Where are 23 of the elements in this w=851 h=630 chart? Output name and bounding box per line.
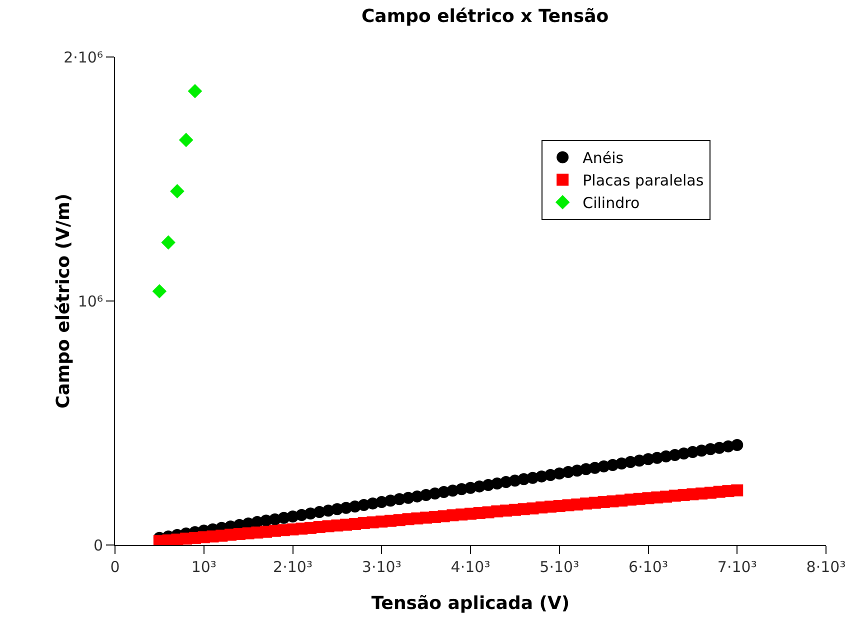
x-tick-label: 4·10³	[450, 558, 490, 576]
legend-label: Anéis	[582, 149, 624, 168]
chart-title: Campo elétrico x Tensão	[361, 6, 609, 28]
point	[170, 184, 184, 198]
legend-label: Placas paralelas	[582, 172, 704, 190]
y-tick-label: 0	[93, 536, 103, 554]
y-tick-label: 10⁶	[78, 292, 103, 310]
point	[188, 84, 202, 98]
x-tick-label: 0	[110, 558, 120, 576]
x-tick-label: 7·10³	[717, 558, 757, 576]
y-tick-label: 2·10⁶	[64, 48, 103, 66]
legend-label: Cilindro	[582, 194, 640, 212]
x-tick-label: 2·10³	[273, 558, 312, 576]
x-tick-label: 3·10³	[362, 558, 402, 576]
y-axis-title: Campo elétrico (V/m)	[53, 194, 74, 408]
x-tick-label: 8·10³	[806, 558, 846, 576]
point	[178, 132, 194, 148]
point	[161, 235, 176, 250]
x-axis-title: Tensão aplicada (V)	[371, 593, 570, 614]
point	[152, 284, 167, 298]
x-tick-label: 10³	[191, 558, 216, 576]
x-tick-label: 6·10³	[628, 558, 668, 576]
x-tick-label: 5·10³	[540, 558, 580, 576]
